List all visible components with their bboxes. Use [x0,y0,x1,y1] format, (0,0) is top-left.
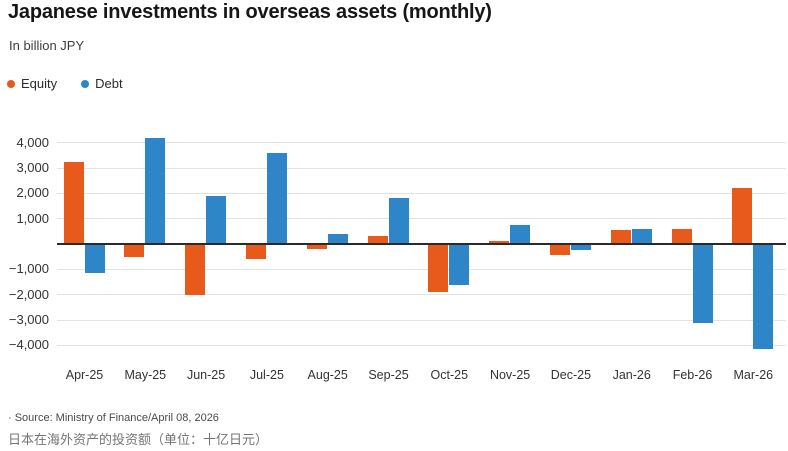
x-axis-label: Jun-25 [186,368,226,382]
equity-bar-jul-25 [245,244,266,259]
x-axis-label: May-25 [124,368,167,382]
x-axis-label: Jan-26 [612,368,651,382]
gridline [57,344,786,346]
equity-bar-aug-25 [306,244,327,249]
debt-bar-jan-26 [631,228,652,244]
y-axis-label: 3,000 [16,160,49,175]
equity-bar-dec-25 [549,244,570,255]
debt-bar-may-25 [145,137,166,244]
debt-bar-apr-25 [84,244,105,273]
gridline [57,294,786,296]
legend-item-debt[interactable]: Debt [81,76,123,91]
x-axis-label: Feb-26 [672,368,713,382]
y-axis-label: −2,000 [8,286,49,302]
chart-subtitle: In billion JPY [9,38,85,53]
gridline [57,192,786,194]
debt-bar-aug-25 [327,233,348,244]
x-axis-label: Mar-26 [733,368,774,382]
y-axis-label: −1,000 [8,261,49,277]
gridline [57,319,786,321]
debt-bar-dec-25 [570,244,591,250]
bar-chart-plot: 4,000 3,000 2,000 1,000 −1,000 −2,000 −3,000 −4… [0,110,788,400]
debt-bar-nov-25 [510,225,531,244]
x-axis-label: Oct-25 [430,368,469,382]
gridline [57,268,786,270]
equity-bar-oct-25 [428,244,449,292]
y-axis-label: −4,000 [8,337,49,353]
source-note: · Source: Ministry of Finance/April 08, … [8,412,219,424]
equity-bar-nov-25 [489,241,510,244]
x-axis-label: Aug-25 [307,368,348,382]
debt-bar-jun-25 [206,195,227,244]
gridline [57,167,786,169]
y-axis-label: −3,000 [8,312,49,327]
equity-bar-feb-26 [671,228,692,244]
gridline [57,142,786,144]
y-axis-label: 4,000 [16,134,49,150]
legend-dot-orange-icon [7,79,15,88]
debt-bar-oct-25 [449,244,470,286]
caption-chinese: 日本在海外资产的投资额（单位：十亿日元） [8,432,269,447]
debt-bar-sep-25 [388,198,409,244]
equity-bar-jan-26 [610,230,631,244]
debt-bar-jul-25 [266,152,287,244]
y-axis-label: 1,000 [16,210,49,226]
x-axis-label: Apr-25 [65,368,104,382]
chart-title: Japanese investments in overseas assets … [8,1,492,23]
equity-bar-apr-25 [63,161,84,244]
legend-dot-blue-icon [81,79,90,88]
zero-axis-line [57,243,786,245]
x-axis-label: Sep-25 [368,368,409,382]
x-axis-label: Jul-25 [249,368,284,382]
x-axis-label: Dec-25 [550,368,592,382]
equity-bar-jun-25 [185,244,206,296]
equity-bar-mar-26 [732,188,753,244]
legend-label: Debt [95,76,123,91]
y-axis-label: 2,000 [16,185,49,201]
debt-bar-feb-26 [692,244,713,324]
debt-bar-mar-26 [753,244,774,349]
equity-bar-sep-25 [367,236,388,244]
equity-bar-may-25 [124,244,145,258]
legend-item-equity[interactable]: Equity [7,76,57,91]
x-axis-label: Nov-25 [489,368,531,382]
legend: Equity Debt [7,76,123,91]
gridline [57,218,786,220]
legend-label: Equity [21,76,58,91]
